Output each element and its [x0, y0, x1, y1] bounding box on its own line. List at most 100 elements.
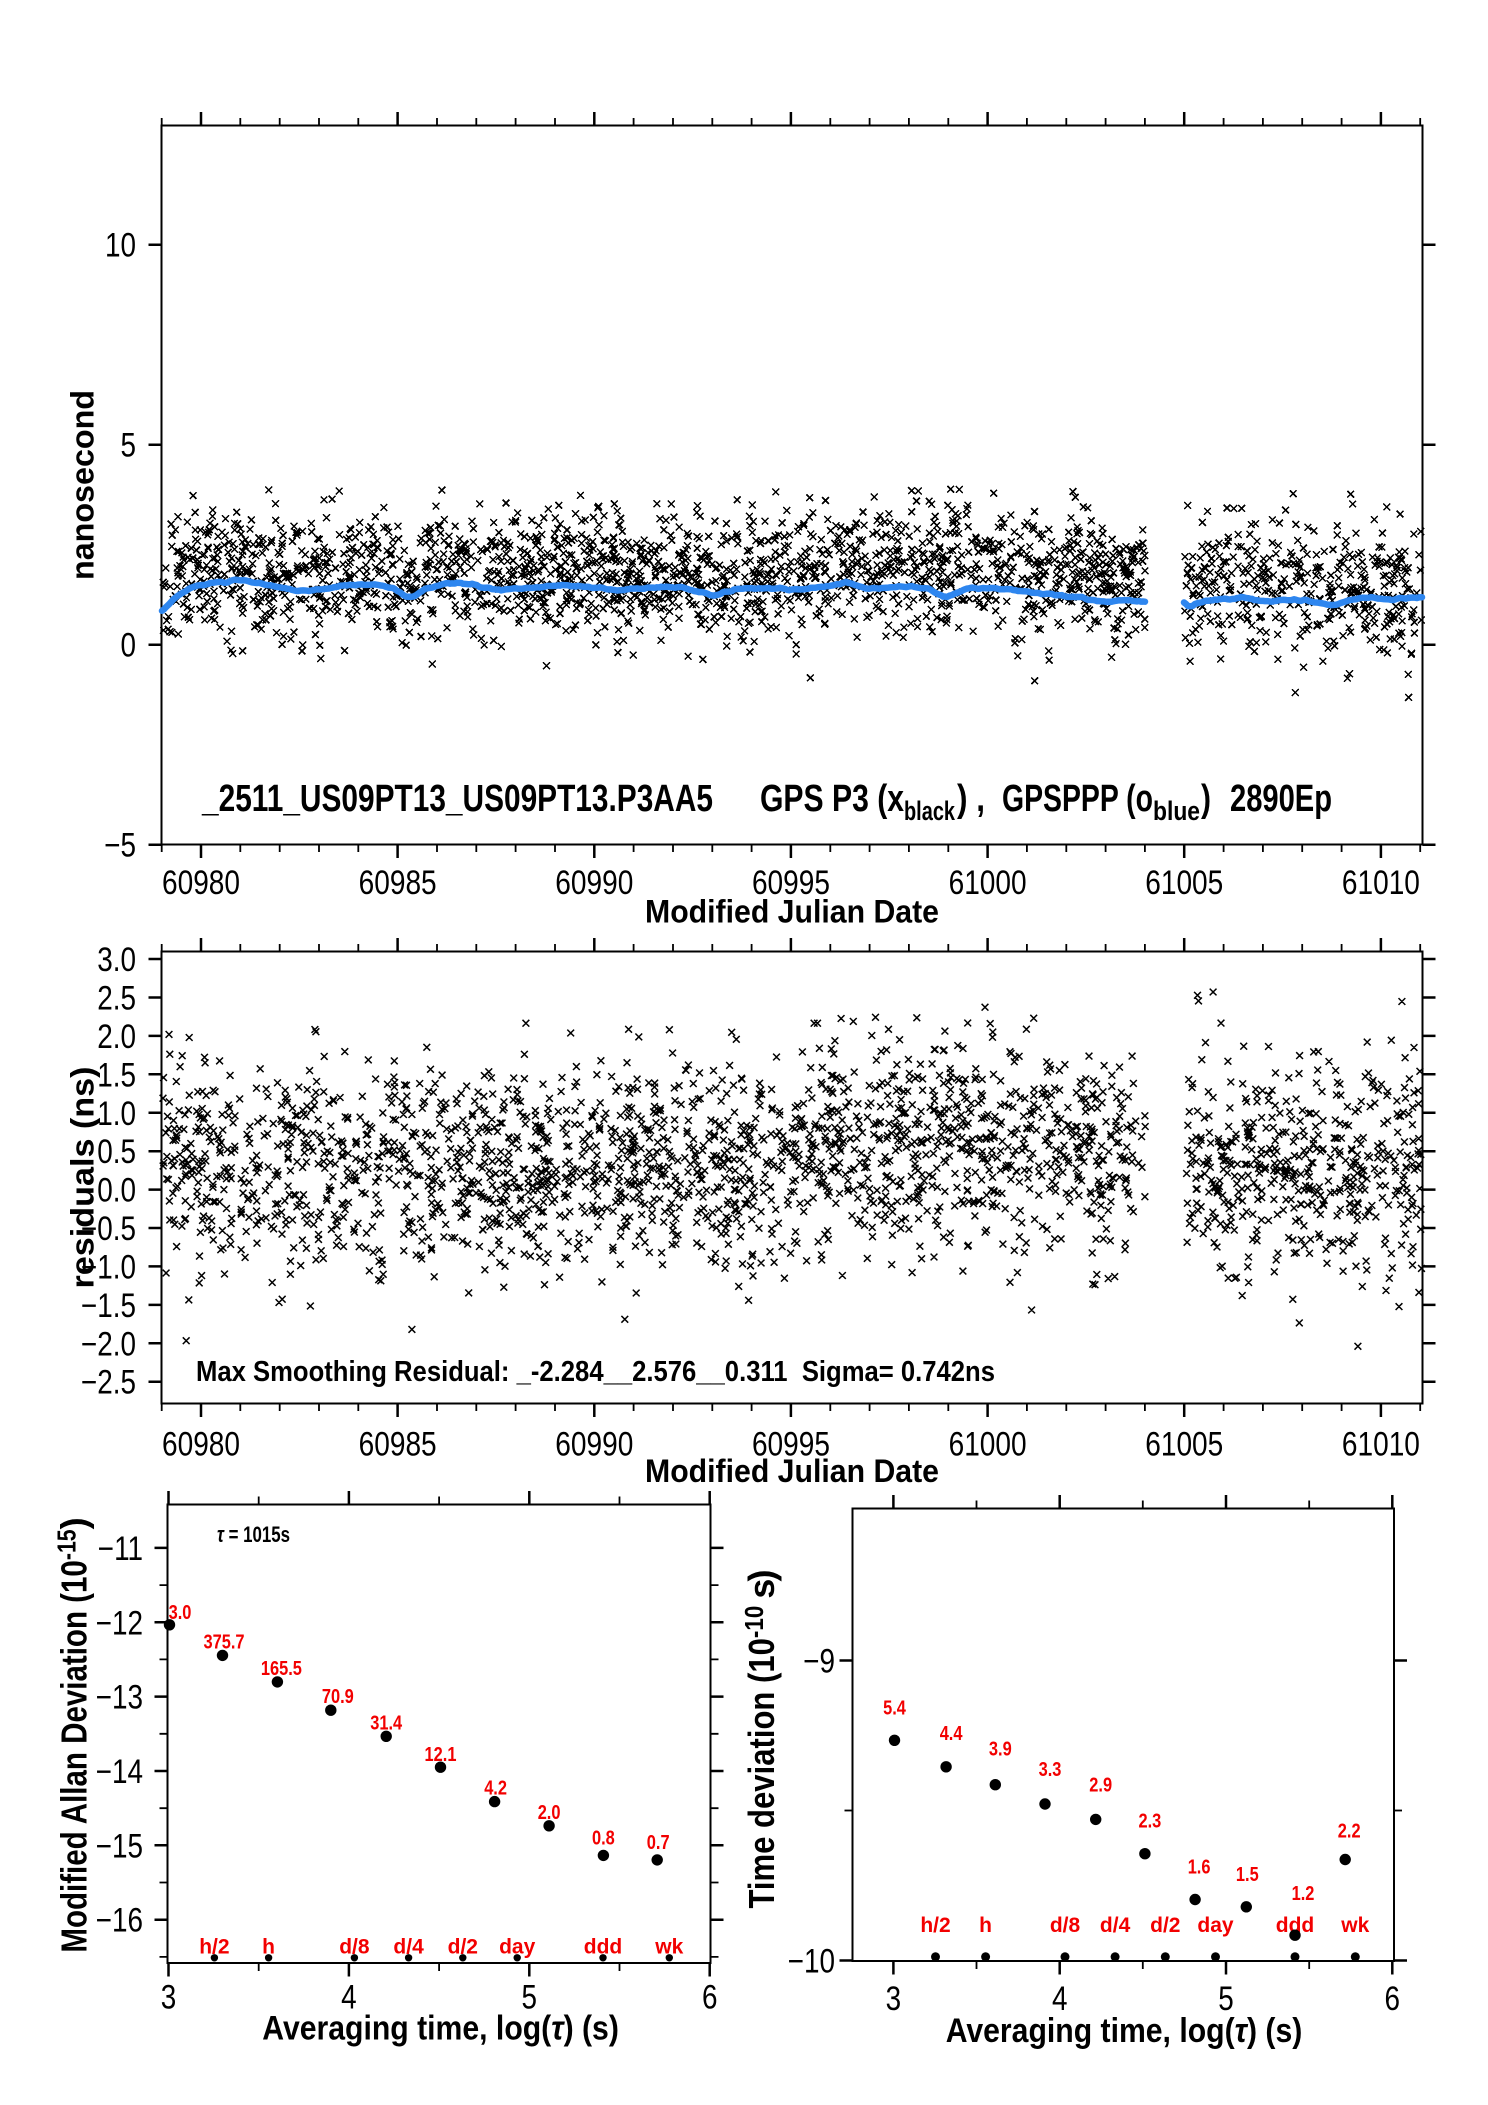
svg-text:1.6: 1.6 [1188, 1857, 1211, 1879]
svg-text:−10: −10 [788, 1943, 835, 1981]
svg-text:−2.0: −2.0 [81, 1325, 136, 1363]
svg-text:165.5: 165.5 [261, 1658, 302, 1680]
svg-text:Modified Julian Date: Modified Julian Date [645, 894, 939, 930]
svg-text:black: black [904, 796, 956, 826]
svg-text:): ) [1201, 778, 1211, 820]
svg-text:4.4: 4.4 [940, 1723, 964, 1745]
svg-text:blue: blue [1153, 796, 1200, 826]
svg-text:60985: 60985 [359, 1426, 437, 1464]
svg-text:61010: 61010 [1342, 864, 1420, 902]
svg-text:h: h [262, 1936, 275, 1959]
svg-text:−11: −11 [98, 1530, 143, 1568]
svg-text:d/2: d/2 [1150, 1914, 1180, 1937]
svg-text:2.0: 2.0 [97, 1018, 136, 1056]
svg-text:h/2: h/2 [920, 1914, 950, 1937]
svg-text:60985: 60985 [359, 864, 437, 902]
svg-text:5: 5 [121, 427, 137, 465]
svg-text:2.0: 2.0 [538, 1802, 561, 1824]
svg-text:4: 4 [341, 1979, 357, 2017]
svg-text:60980: 60980 [162, 864, 240, 902]
svg-text:2.5: 2.5 [97, 979, 136, 1017]
svg-text:0.8: 0.8 [592, 1827, 615, 1849]
svg-text:Max Smoothing Residual: _-2.28: Max Smoothing Residual: _-2.284__2.576__… [196, 1356, 995, 1388]
svg-text:ddd: ddd [584, 1936, 622, 1959]
svg-text:−5: −5 [104, 827, 136, 865]
svg-text:6: 6 [1385, 1980, 1401, 2018]
svg-text:375.7: 375.7 [203, 1631, 244, 1653]
svg-text:−13: −13 [96, 1679, 143, 1717]
svg-text:5.4: 5.4 [883, 1697, 907, 1719]
svg-text:nanosecond: nanosecond [65, 390, 101, 580]
svg-text:Time deviation (10-10 s): Time deviation (10-10 s) [739, 1570, 782, 1909]
svg-text:2890Ep: 2890Ep [1230, 778, 1332, 820]
svg-text:−1.5: −1.5 [81, 1287, 136, 1325]
svg-text:−0.5: −0.5 [81, 1210, 136, 1248]
svg-text:wk: wk [654, 1936, 683, 1959]
svg-text:3: 3 [161, 1979, 177, 2017]
svg-text:0.5: 0.5 [97, 1133, 136, 1171]
svg-text:_2511_US09PT13_US09PT13.P3AA5: _2511_US09PT13_US09PT13.P3AA5 [201, 778, 713, 820]
svg-text:4.2: 4.2 [484, 1778, 507, 1800]
svg-text:31.4: 31.4 [370, 1712, 403, 1734]
svg-text:Modified Julian Date: Modified Julian Date [645, 1453, 939, 1489]
svg-text:60995: 60995 [752, 1426, 830, 1464]
svg-text:1.2: 1.2 [1292, 1883, 1315, 1905]
svg-text:) ,: ) , [957, 778, 985, 820]
svg-text:2.3: 2.3 [1139, 1811, 1162, 1833]
svg-text:Averaging time, log(τ) (s): Averaging time, log(τ) (s) [946, 2012, 1303, 2050]
svg-text:0.0: 0.0 [97, 1172, 136, 1210]
svg-text:1.0: 1.0 [97, 1095, 136, 1133]
svg-text:70.9: 70.9 [322, 1686, 354, 1708]
svg-text:d/4: d/4 [1100, 1914, 1131, 1937]
svg-text:60995: 60995 [752, 864, 830, 902]
svg-text:−1.0: −1.0 [81, 1248, 136, 1286]
svg-text:−15: −15 [96, 1827, 143, 1865]
svg-text:Modified Allan Deviation (10-1: Modified Allan Deviation (10-15) [51, 1517, 94, 1952]
svg-text:10: 10 [105, 227, 136, 265]
svg-text:d/8: d/8 [1050, 1914, 1081, 1937]
svg-text:61000: 61000 [949, 1426, 1027, 1464]
svg-text:−12: −12 [96, 1604, 143, 1642]
svg-text:1.5: 1.5 [1236, 1864, 1259, 1886]
svg-text:2.9: 2.9 [1089, 1774, 1112, 1796]
svg-text:60990: 60990 [555, 1426, 633, 1464]
svg-text:d/8: d/8 [339, 1936, 370, 1959]
svg-text:Averaging time, log(τ) (s): Averaging time, log(τ) (s) [262, 2010, 619, 2048]
svg-text:3.9: 3.9 [989, 1739, 1012, 1761]
svg-text:h/2: h/2 [199, 1936, 229, 1959]
svg-text:0: 0 [121, 627, 137, 665]
svg-text:3.0: 3.0 [169, 1602, 192, 1624]
svg-text:61005: 61005 [1145, 1426, 1223, 1464]
svg-text:3.3: 3.3 [1039, 1759, 1062, 1781]
svg-text:day: day [499, 1936, 536, 1959]
svg-text:d/4: d/4 [393, 1936, 424, 1959]
svg-text:τ = 1015s: τ = 1015s [217, 1522, 290, 1547]
svg-text:61000: 61000 [949, 864, 1027, 902]
svg-text:61005: 61005 [1145, 864, 1223, 902]
svg-text:60990: 60990 [555, 864, 633, 902]
svg-text:ddd: ddd [1276, 1914, 1314, 1937]
svg-text:1.5: 1.5 [97, 1056, 136, 1094]
svg-text:3.0: 3.0 [97, 941, 136, 979]
svg-text:−2.5: −2.5 [81, 1364, 136, 1402]
svg-text:wk: wk [1340, 1914, 1369, 1937]
svg-text:d/2: d/2 [448, 1936, 478, 1959]
svg-text:12.1: 12.1 [425, 1744, 457, 1766]
svg-text:61010: 61010 [1342, 1426, 1420, 1464]
svg-text:3: 3 [886, 1980, 902, 2018]
svg-text:GPSPPP (o: GPSPPP (o [1002, 778, 1153, 820]
svg-text:5: 5 [1218, 1980, 1234, 2018]
svg-text:60980: 60980 [162, 1426, 240, 1464]
svg-text:2.2: 2.2 [1338, 1821, 1361, 1843]
svg-text:GPS P3 (x: GPS P3 (x [760, 778, 904, 820]
svg-text:residuals (ns): residuals (ns) [65, 1067, 101, 1289]
svg-text:−14: −14 [96, 1753, 143, 1791]
svg-text:0.7: 0.7 [647, 1832, 670, 1854]
svg-text:−9: −9 [803, 1643, 835, 1681]
svg-text:h: h [979, 1914, 992, 1937]
svg-text:day: day [1197, 1914, 1234, 1937]
svg-text:4: 4 [1052, 1980, 1068, 2018]
svg-text:5: 5 [522, 1979, 538, 2017]
svg-text:−16: −16 [96, 1902, 143, 1940]
svg-text:6: 6 [702, 1979, 718, 2017]
